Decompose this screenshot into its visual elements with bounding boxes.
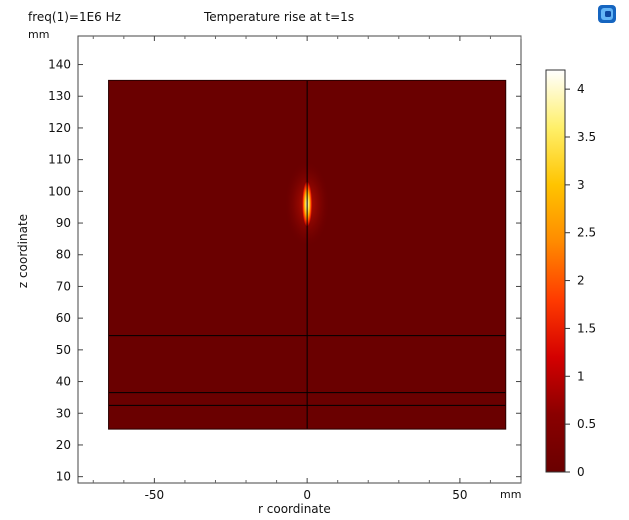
- parameter-label: freq(1)=1E6 Hz: [28, 10, 121, 24]
- y-tick-label-4: 50: [56, 343, 71, 357]
- y-tick-label-2: 30: [56, 406, 71, 420]
- x-tick-label-2: 50: [452, 488, 467, 502]
- colorbar: [545, 69, 566, 473]
- colorbar-tick-label-2: 1: [577, 369, 585, 383]
- colorbar-tick-label-3: 1.5: [577, 321, 596, 335]
- plot-title: Temperature rise at t=1s: [204, 10, 355, 24]
- y-tick-label-6: 70: [56, 279, 71, 293]
- y-tick-label-5: 60: [56, 311, 71, 325]
- y-tick-label-7: 80: [56, 248, 71, 262]
- colorbar-tick-label-4: 2: [577, 274, 585, 288]
- y-tick-label-3: 40: [56, 375, 71, 389]
- x-axis-unit: mm: [500, 488, 522, 501]
- comsol-logo-icon[interactable]: [597, 4, 617, 24]
- colorbar-tick-label-1: 0.5: [577, 417, 596, 431]
- y-tick-label-1: 20: [56, 438, 71, 452]
- y-tick-label-8: 90: [56, 216, 71, 230]
- x-tick-label-0: -50: [145, 488, 165, 502]
- y-tick-label-11: 120: [48, 121, 71, 135]
- y-tick-label-0: 10: [56, 470, 71, 484]
- y-tick-label-12: 130: [48, 89, 71, 103]
- colorbar-tick-label-8: 4: [577, 82, 585, 96]
- y-axis-unit: mm: [28, 28, 50, 41]
- y-tick-label-13: 140: [48, 58, 71, 72]
- y-axis-label: z coordinate: [16, 213, 30, 289]
- domain-outline: [108, 79, 507, 430]
- colorbar-tick-label-7: 3.5: [577, 130, 596, 144]
- y-tick-label-9: 100: [48, 184, 71, 198]
- colorbar-tick-label-0: 0: [577, 465, 585, 479]
- colorbar-tick-label-6: 3: [577, 178, 585, 192]
- y-tick-label-10: 110: [48, 153, 71, 167]
- x-axis-label: r coordinate: [258, 502, 331, 516]
- colorbar-tick-label-5: 2.5: [577, 226, 596, 240]
- x-tick-label-1: 0: [303, 488, 311, 502]
